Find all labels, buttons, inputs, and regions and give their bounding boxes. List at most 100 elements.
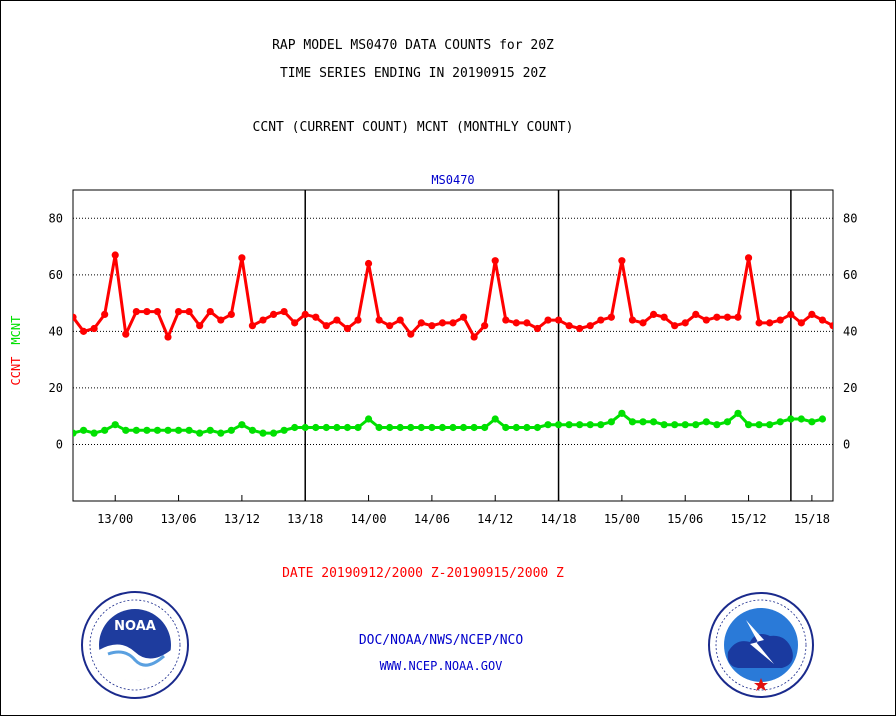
- data-point-mcnt: [153, 426, 162, 434]
- date-range-label: DATE 20190912/2000 Z-20190915/2000 Z: [282, 566, 564, 581]
- data-point-ccnt: [185, 307, 193, 316]
- x-tick-label: 14/18: [540, 512, 576, 526]
- y-tick-label-left: 80: [49, 211, 63, 225]
- data-point-mcnt: [364, 415, 373, 423]
- data-point-ccnt: [132, 307, 140, 316]
- data-point-ccnt: [291, 319, 299, 327]
- data-point-mcnt: [618, 409, 626, 417]
- data-point-mcnt: [776, 418, 784, 426]
- data-point-mcnt: [787, 415, 795, 423]
- data-point-mcnt: [734, 409, 742, 417]
- y-axis-label: CCNT MCNT: [9, 316, 23, 386]
- data-point-mcnt: [438, 423, 447, 432]
- data-point-mcnt: [322, 423, 330, 432]
- data-point-mcnt: [174, 426, 183, 434]
- data-point-ccnt: [164, 333, 172, 341]
- data-point-mcnt: [565, 421, 573, 429]
- data-point-mcnt: [143, 426, 151, 434]
- data-point-ccnt: [364, 259, 373, 268]
- data-point-ccnt: [586, 322, 594, 330]
- data-point-mcnt: [386, 423, 394, 432]
- data-point-ccnt: [565, 322, 573, 330]
- data-point-mcnt: [755, 421, 763, 429]
- chart-title-line1: RAP MODEL MS0470 DATA COUNTS for 20Z: [272, 38, 554, 53]
- data-point-ccnt: [702, 316, 710, 324]
- data-point-mcnt: [333, 423, 341, 432]
- data-point-ccnt: [597, 316, 605, 324]
- data-point-mcnt: [101, 426, 109, 434]
- data-point-mcnt: [164, 426, 172, 434]
- x-tick-label: 13/00: [97, 512, 133, 526]
- y-tick-label-right: 60: [843, 268, 857, 282]
- chart-subtitle: CCNT (CURRENT COUNT) MCNT (MONTHLY COUNT…: [252, 120, 574, 135]
- data-point-ccnt: [73, 313, 77, 321]
- data-point-ccnt: [122, 330, 130, 338]
- data-point-ccnt: [312, 313, 320, 321]
- data-point-mcnt: [502, 423, 510, 432]
- x-tick-label: 13/18: [287, 512, 323, 526]
- x-tick-label: 15/06: [667, 512, 703, 526]
- data-point-ccnt: [671, 322, 679, 330]
- y-tick-label-left: 60: [49, 268, 63, 282]
- data-point-ccnt: [533, 324, 542, 333]
- data-point-ccnt: [301, 310, 309, 318]
- x-tick-label: 15/18: [794, 512, 830, 526]
- data-point-ccnt: [692, 310, 700, 318]
- data-point-ccnt: [227, 310, 235, 318]
- data-point-ccnt: [174, 307, 183, 316]
- data-point-ccnt: [206, 307, 214, 316]
- y-tick-label-right: 0: [843, 437, 850, 451]
- data-point-mcnt: [227, 426, 235, 434]
- data-point-ccnt: [618, 257, 626, 265]
- x-tick-label: 14/06: [414, 512, 450, 526]
- data-point-mcnt: [396, 423, 404, 432]
- series-group: [73, 251, 833, 437]
- data-point-ccnt: [459, 313, 468, 321]
- data-point-ccnt: [681, 319, 689, 327]
- data-point-mcnt: [259, 429, 267, 437]
- data-point-ccnt: [502, 316, 510, 324]
- y-tick-label-left: 40: [49, 324, 63, 338]
- x-tick-label: 15/00: [604, 512, 640, 526]
- data-point-mcnt: [586, 421, 594, 429]
- y-axis-label-part: CCNT: [9, 357, 23, 386]
- data-point-ccnt: [776, 316, 784, 324]
- data-point-ccnt: [280, 307, 288, 316]
- data-point-mcnt: [79, 426, 88, 434]
- data-point-ccnt: [354, 316, 362, 324]
- svg-text:NOAA: NOAA: [114, 619, 156, 634]
- plot-area-border: [72, 189, 834, 502]
- data-point-mcnt: [185, 426, 193, 434]
- data-point-ccnt: [491, 257, 499, 265]
- data-point-ccnt: [766, 319, 774, 327]
- data-point-mcnt: [723, 418, 732, 426]
- data-point-mcnt: [628, 418, 637, 426]
- data-point-ccnt: [723, 313, 732, 321]
- data-point-mcnt: [470, 423, 478, 432]
- data-point-mcnt: [217, 429, 225, 437]
- data-point-ccnt: [576, 324, 584, 333]
- data-point-ccnt: [787, 310, 795, 318]
- data-point-mcnt: [639, 418, 647, 426]
- data-point-mcnt: [375, 423, 383, 432]
- data-point-mcnt: [90, 429, 98, 437]
- data-point-mcnt: [797, 415, 805, 423]
- data-point-mcnt: [280, 426, 288, 434]
- data-point-ccnt: [512, 319, 520, 327]
- data-point-ccnt: [386, 322, 394, 330]
- x-tick-label: 13/12: [224, 512, 260, 526]
- data-point-mcnt: [512, 423, 520, 432]
- series-line-mcnt: [73, 411, 823, 435]
- data-point-ccnt: [744, 254, 753, 262]
- data-point-mcnt: [554, 421, 563, 429]
- data-point-ccnt: [607, 313, 615, 321]
- credit-line-agency: DOC/NOAA/NWS/NCEP/NCO: [358, 633, 524, 648]
- data-point-mcnt: [818, 415, 827, 423]
- data-point-mcnt: [713, 421, 721, 429]
- data-point-ccnt: [470, 333, 478, 341]
- data-point-ccnt: [818, 316, 827, 324]
- x-tick-label: 14/00: [350, 512, 386, 526]
- chart-title-line2: TIME SERIES ENDING IN 20190915 20Z: [279, 66, 547, 81]
- data-point-mcnt: [766, 421, 774, 429]
